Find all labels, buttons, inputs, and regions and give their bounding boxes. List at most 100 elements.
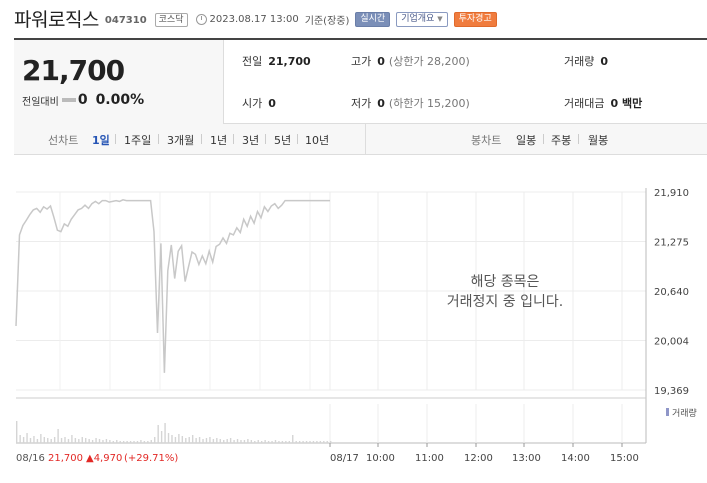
volume-bar bbox=[326, 441, 328, 443]
market-badge: 코스닥 bbox=[154, 12, 188, 27]
volume-bar bbox=[226, 439, 228, 443]
period-1d[interactable]: 1일 bbox=[92, 134, 110, 147]
period-3m[interactable]: 3개월 bbox=[167, 134, 195, 147]
company-overview-label: 기업개요 bbox=[401, 14, 435, 24]
candle-monthly[interactable]: 월봉 bbox=[588, 134, 609, 147]
volume-bar bbox=[64, 437, 66, 443]
volume-bar bbox=[195, 438, 197, 443]
prev-close-value: 21,700 bbox=[268, 54, 311, 68]
current-price: 21,700 bbox=[22, 54, 125, 87]
x-tick-label: 12:00 bbox=[464, 453, 493, 464]
realtime-button[interactable]: 실시간 bbox=[355, 12, 391, 27]
candle-daily[interactable]: 일봉 bbox=[516, 134, 537, 147]
period-divider bbox=[201, 134, 202, 144]
period-10y[interactable]: 10년 bbox=[305, 134, 330, 147]
volume-bar bbox=[81, 437, 83, 443]
period-1w[interactable]: 1주일 bbox=[124, 134, 152, 147]
volume-bar bbox=[109, 440, 111, 443]
volume-bar bbox=[198, 437, 201, 443]
open-value: 0 bbox=[268, 96, 276, 110]
open-cell: 시가 0 bbox=[242, 95, 276, 111]
volume-bar bbox=[295, 441, 297, 443]
volume-bar bbox=[98, 439, 101, 443]
price-summary: 21,700 전일대비 0 0.00% 전일 21,700 고가 0 (상한가 … bbox=[14, 38, 707, 124]
volume-bar bbox=[191, 435, 194, 443]
y-tick-label: 21,910 bbox=[654, 188, 689, 199]
x-axis: 08/17 10:00 11:00 12:00 13:00 14:00 15:00 bbox=[329, 443, 639, 464]
clock-icon bbox=[195, 14, 207, 25]
volume-bar bbox=[250, 440, 253, 443]
prev-close-label-red: 21,700 bbox=[48, 453, 83, 464]
volume-bar bbox=[129, 441, 132, 443]
volume-bar bbox=[216, 438, 218, 443]
volume-bar bbox=[240, 440, 242, 443]
period-3y[interactable]: 3년 bbox=[242, 134, 260, 147]
volume-bar bbox=[57, 429, 59, 443]
volume-bar bbox=[316, 441, 318, 443]
high-value: 0 bbox=[377, 54, 385, 68]
volume-bar bbox=[209, 437, 211, 443]
change-value: 0 bbox=[77, 92, 88, 108]
prev-close-label: 전일 bbox=[242, 55, 263, 68]
trading-halt-message: 해당 종목은 거래정지 중 입니다. bbox=[410, 272, 600, 312]
volume-bar bbox=[174, 437, 177, 443]
volume-bar bbox=[243, 440, 246, 443]
high-cell: 고가 0 (상한가 28,200) bbox=[351, 53, 470, 69]
investment-warning-badge: 투자경고 bbox=[453, 12, 497, 27]
y-tick-label: 20,004 bbox=[654, 337, 689, 348]
amount-label: 거래대금 bbox=[564, 97, 605, 110]
period-1y[interactable]: 1년 bbox=[210, 134, 228, 147]
period-divider bbox=[297, 134, 298, 144]
volume-bar bbox=[91, 440, 94, 443]
volume-bar bbox=[260, 441, 263, 443]
company-overview-button[interactable]: 기업개요 ▼ bbox=[396, 12, 448, 27]
price-chart[interactable]: 21,910 21,275 20,640 20,004 19,369 08/17 10:0… bbox=[0, 175, 707, 483]
volume-bar bbox=[167, 433, 170, 443]
chart-footer: 거래량 08/16 21,700 ▲4,970 (+29.71%) bbox=[16, 407, 697, 464]
stock-name: 파워로직스 bbox=[14, 8, 99, 31]
volume-legend-label: 거래량 bbox=[672, 407, 697, 419]
x-tick-label: 15:00 bbox=[610, 453, 639, 464]
x-tick-label: 11:00 bbox=[415, 453, 444, 464]
line-chart-label: 선차트 bbox=[48, 134, 79, 147]
volume-bar bbox=[36, 439, 39, 443]
prev-change-label: ▲4,970 bbox=[86, 453, 122, 464]
volume-bar bbox=[67, 439, 70, 443]
candle-weekly[interactable]: 주봉 bbox=[551, 134, 572, 147]
volume-bar bbox=[150, 440, 152, 443]
volume-bar bbox=[143, 441, 146, 443]
volume-bar bbox=[271, 441, 273, 443]
volume-bar bbox=[157, 425, 159, 443]
volume-value: 0 bbox=[600, 54, 609, 68]
x-tick-label: 13:00 bbox=[512, 453, 541, 464]
volume-bar bbox=[126, 441, 128, 443]
bar-divider bbox=[365, 124, 366, 154]
volume-bar bbox=[205, 438, 208, 443]
period-divider bbox=[543, 134, 544, 144]
volume-bar bbox=[47, 438, 49, 443]
volume-bar bbox=[229, 438, 232, 443]
volume-bar bbox=[122, 441, 125, 443]
volume-bar bbox=[292, 435, 294, 443]
volume-bar bbox=[302, 441, 304, 443]
volume-bar bbox=[29, 438, 32, 443]
volume-bar bbox=[60, 438, 63, 443]
period-divider bbox=[115, 134, 116, 144]
high-label: 고가 bbox=[351, 55, 372, 68]
volume-bar bbox=[254, 441, 256, 443]
change-row: 전일대비 0 0.00% bbox=[22, 92, 144, 108]
volume-bar bbox=[40, 434, 42, 443]
volume-bar bbox=[212, 439, 215, 443]
flat-change-icon bbox=[61, 98, 76, 102]
volume-bar bbox=[181, 436, 184, 443]
volume-bar bbox=[95, 438, 97, 443]
volume-bar bbox=[185, 438, 187, 443]
chart-grid bbox=[16, 188, 647, 444]
volume-bar bbox=[26, 433, 28, 443]
volume-bar bbox=[330, 441, 332, 443]
open-label: 시가 bbox=[242, 97, 263, 110]
chart-period-bar: 선차트 1일 1주일 3개월 1년 3년 5년 10년 봉차트 일봉 주봉 월봉 bbox=[14, 124, 707, 155]
candle-chart-label: 봉차트 bbox=[471, 134, 502, 147]
period-5y[interactable]: 5년 bbox=[274, 134, 292, 147]
volume-bar bbox=[281, 441, 284, 443]
